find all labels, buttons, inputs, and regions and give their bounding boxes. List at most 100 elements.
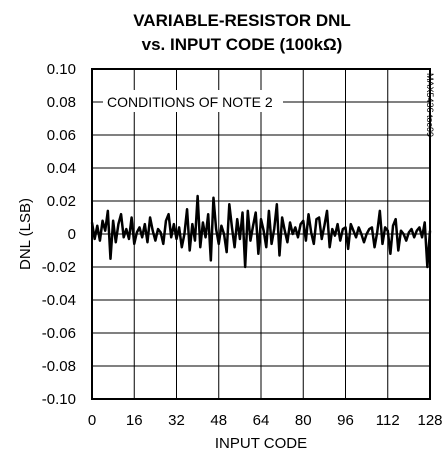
data-point [405,239,408,242]
data-point [188,249,191,252]
data-point [249,239,252,242]
data-point [215,228,217,230]
data-point [265,246,268,248]
data-point [91,221,93,224]
data-point [389,253,392,255]
data-point [381,243,384,245]
y-axis-label: DNL (LSB) [17,198,34,270]
data-point [402,233,405,235]
data-point [339,239,342,242]
data-point [368,228,371,230]
data-point [99,239,101,242]
data-point [397,249,400,252]
x-tick-label: 0 [88,412,96,429]
data-points [91,195,431,268]
data-point [257,253,260,255]
data-point [183,233,186,235]
data-point [262,229,265,232]
data-point [233,246,236,248]
data-point [101,220,104,222]
data-point [426,266,429,268]
data-point [268,210,270,212]
data-point [112,220,114,222]
data-point [228,203,231,206]
data-point [421,236,423,239]
data-point [167,213,170,215]
data-point [117,223,120,225]
data-point [357,226,360,229]
x-axis-label: INPUT CODE [215,435,307,452]
data-point [342,228,344,230]
data-point [326,210,328,212]
chart-title-line1: VARIABLE-RESISTOR DNL [133,11,351,30]
annotation-text: CONDITIONS OF NOTE 2 [107,94,273,110]
x-tick-label: 128 [417,412,442,429]
data-point [138,226,141,229]
x-tick-label: 80 [295,412,312,429]
data-point [241,211,244,214]
side-label: MAX5436 toc09 [425,73,435,137]
y-tick-label: 0.02 [47,193,76,210]
x-tick-label: 112 [376,412,400,429]
data-point [278,254,281,257]
data-point [199,246,202,248]
data-point [141,236,143,239]
data-point [379,210,381,212]
data-point [270,243,273,245]
x-tick-label: 32 [168,412,185,429]
y-tick-label: 0.04 [47,160,76,177]
data-point [371,226,373,229]
data-point [194,239,196,242]
data-point [178,226,180,229]
data-point [236,218,239,220]
data-point [297,236,299,239]
data-point [231,226,233,229]
x-tick-label: 48 [210,412,227,429]
data-point [204,236,207,239]
data-point [320,238,323,240]
data-point [318,216,320,219]
data-point [347,248,349,250]
data-point [247,210,249,212]
data-point [244,266,246,268]
y-tick-label: 0 [68,226,76,243]
data-point [165,220,167,222]
data-point [136,231,138,234]
data-point [373,246,376,248]
y-tick-label: -0.10 [42,391,76,408]
data-point [410,228,413,230]
data-point [180,246,183,248]
data-point [210,259,212,262]
data-point [336,223,339,225]
data-point [207,213,209,215]
data-point [125,228,128,230]
data-point [418,226,421,229]
data-point [239,238,241,240]
data-point [360,233,363,235]
x-axis-ticks: 0 16 32 48 64 80 96 112 128 [88,412,443,429]
data-point [305,239,307,242]
data-point [225,251,228,253]
data-point [252,224,254,227]
y-tick-label: 0.10 [47,61,76,78]
data-point [289,221,291,224]
data-point [408,231,410,234]
data-point [429,229,431,232]
data-point [413,236,415,239]
data-point [254,211,257,214]
data-point [273,228,276,230]
data-point [162,243,165,245]
annotation-background [103,90,285,112]
data-point [173,223,175,225]
data-point [220,224,223,227]
data-point [400,229,402,232]
data-point [159,231,162,234]
data-point [331,228,334,230]
data-point [104,229,106,232]
data-point [291,233,294,235]
data-point [133,243,136,245]
x-tick-label: 96 [337,412,354,429]
y-tick-label: -0.02 [42,259,76,276]
data-point [286,241,289,244]
x-tick-label: 16 [126,412,143,429]
